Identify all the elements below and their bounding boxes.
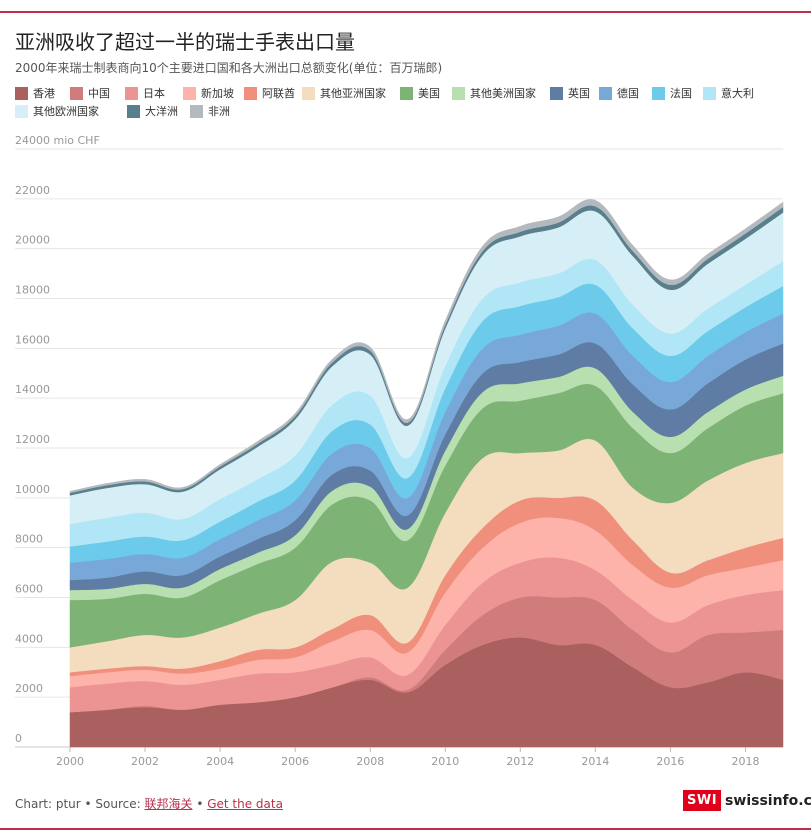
legend-swatch [599,86,612,100]
legend-swatch [125,86,138,100]
legend-label: 其他亚洲国家 [320,87,386,100]
legend-item: 香港 [15,85,55,101]
x-tick-label: 2002 [131,755,159,768]
legend-label: 香港 [33,87,55,100]
source-link[interactable]: 联邦海关 [144,797,193,811]
legend-swatch [127,104,140,118]
legend-label: 新加坡 [201,87,234,100]
legend-swatch [400,86,413,100]
swi-badge: SWI [683,790,722,811]
y-tick-label: 16000 [15,333,50,346]
legend-label: 法国 [670,87,692,100]
y-tick-label: 14000 [15,383,50,396]
legend-label: 中国 [88,87,110,100]
legend-item: 其他欧洲国家 [15,103,99,119]
y-tick-label: 20000 [15,234,50,247]
legend-swatch [15,104,28,118]
y-tick-label: 10000 [15,483,50,496]
y-axis-label: 24000 mio CHF [15,134,100,147]
legend-item: 阿联酋 [244,85,295,101]
swissinfo-logo[interactable]: SWI swissinfo.ch [683,790,811,811]
legend-item: 其他美洲国家 [452,85,536,101]
legend-item: 法国 [652,85,692,101]
y-tick-label: 2000 [15,682,43,695]
x-tick-label: 2008 [356,755,384,768]
footer-separator: • [192,797,208,811]
legend-swatch [703,86,716,100]
legend-item: 英国 [550,85,590,101]
legend-swatch [550,86,563,100]
legend-label: 非洲 [208,105,230,118]
x-tick-label: 2004 [206,755,234,768]
legend-label: 日本 [143,87,165,100]
legend-swatch [70,86,83,100]
legend-item: 中国 [70,85,110,101]
chart-title: 亚洲吸收了超过一半的瑞士手表出口量 [15,30,355,54]
y-tick-label: 4000 [15,632,43,645]
y-tick-label: 22000 [15,184,50,197]
legend-item: 新加坡 [183,85,234,101]
footer: Chart: ptur • Source: 联邦海关 • Get the dat… [15,795,283,812]
legend-label: 其他美洲国家 [470,87,536,100]
legend-swatch [190,104,203,118]
legend-label: 大洋洲 [145,105,178,118]
x-tick-label: 2012 [506,755,534,768]
y-tick-label: 6000 [15,583,43,596]
legend-item: 大洋洲 [127,103,178,119]
legend-swatch [244,86,257,100]
legend-item: 非洲 [190,103,230,119]
legend-swatch [652,86,665,100]
legend-item: 其他亚洲国家 [302,85,386,101]
bottom-rule [0,828,811,830]
legend-label: 德国 [617,87,639,100]
legend-item: 德国 [599,85,639,101]
swissinfo-name: swissinfo.ch [725,792,811,809]
x-tick-label: 2010 [431,755,459,768]
legend-swatch [302,86,315,100]
y-tick-label: 12000 [15,433,50,446]
legend-label: 其他欧洲国家 [33,105,99,118]
x-tick-label: 2014 [581,755,609,768]
legend-label: 美国 [418,87,440,100]
y-tick-label: 0 [15,732,22,745]
stacked-area-chart: 0 2000 4000 6000 8000 10000 12000 14000 16000 180… [15,134,784,768]
y-tick-label: 18000 [15,284,50,297]
legend-item: 意大利 [703,85,754,101]
legend-item: 美国 [400,85,440,101]
legend-label: 意大利 [721,87,754,100]
y-tick-label: 8000 [15,533,43,546]
get-data-link[interactable]: Get the data [207,797,283,811]
legend-label: 英国 [568,87,590,100]
top-rule [0,11,811,13]
x-tick-label: 2006 [281,755,309,768]
chart-subtitle: 2000年来瑞士制表商向10个主要进口国和各大洲出口总额变化(单位：百万瑞郎) [15,61,443,75]
x-tick-label: 2016 [656,755,684,768]
area-series [69,199,784,494]
x-tick-label: 2018 [731,755,759,768]
legend-swatch [15,86,28,100]
footer-credit: Chart: ptur • Source: [15,797,145,811]
legend-swatch [183,86,196,100]
legend-item: 日本 [125,85,165,101]
x-tick-label: 2000 [56,755,84,768]
legend-label: 阿联酋 [262,87,295,100]
legend-swatch [452,86,465,100]
